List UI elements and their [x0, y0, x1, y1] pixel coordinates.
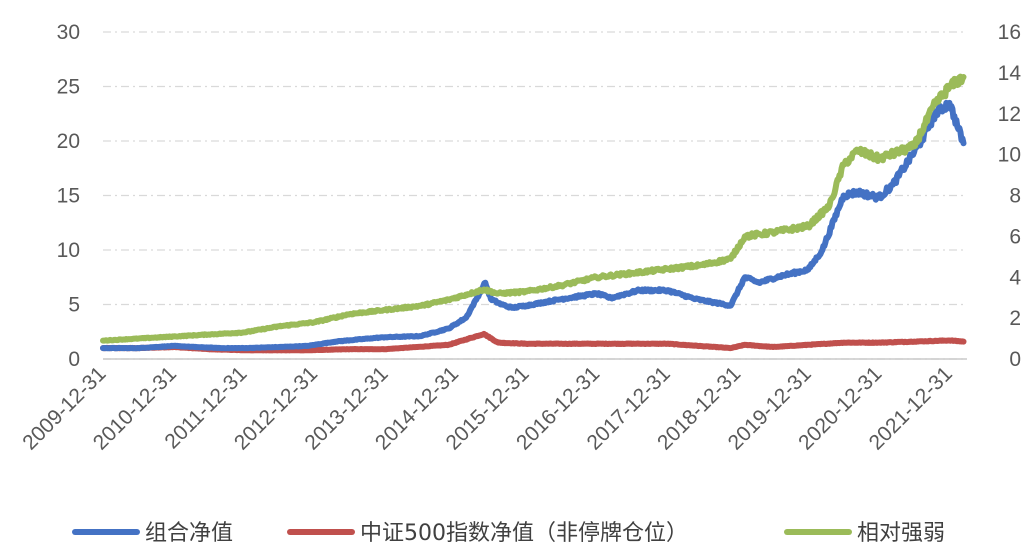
- y-tick-left: 30: [57, 21, 80, 44]
- plot-area: [100, 73, 967, 354]
- x-axis: 2009-12-312010-12-312011-12-312012-12-31…: [18, 358, 967, 454]
- legend-label: 组合净值: [145, 521, 233, 546]
- y-tick-right: 4: [1009, 266, 1021, 289]
- left-y-axis: 0 5 10 15 20 25 30: [57, 21, 80, 371]
- y-tick-right: 16: [998, 21, 1021, 44]
- y-tick-right: 12: [998, 103, 1021, 126]
- grid-lines: [103, 31, 967, 360]
- y-tick-right: 0: [1009, 348, 1021, 371]
- series-line-2: [100, 73, 967, 344]
- y-tick-right: 14: [998, 62, 1022, 85]
- y-tick-left: 25: [57, 76, 80, 99]
- y-tick-right: 2: [1009, 307, 1021, 330]
- legend-label: 中证500指数净值（非停牌仓位）: [360, 521, 688, 546]
- y-tick-right: 6: [1009, 225, 1021, 248]
- y-tick-right: 8: [1009, 185, 1021, 208]
- y-tick-left: 0: [68, 348, 80, 371]
- y-tick-left: 10: [57, 239, 80, 262]
- y-tick-left: 5: [68, 294, 80, 317]
- series-line-0: [100, 99, 967, 352]
- legend: 组合净值 中证500指数净值（非停牌仓位） 相对强弱: [72, 521, 945, 546]
- y-tick-right: 10: [998, 144, 1021, 167]
- right-y-axis: 0 2 4 6 8 10 12 14 16: [998, 21, 1022, 371]
- y-tick-left: 15: [57, 185, 80, 208]
- legend-label: 相对强弱: [857, 521, 945, 546]
- y-tick-left: 20: [57, 130, 80, 153]
